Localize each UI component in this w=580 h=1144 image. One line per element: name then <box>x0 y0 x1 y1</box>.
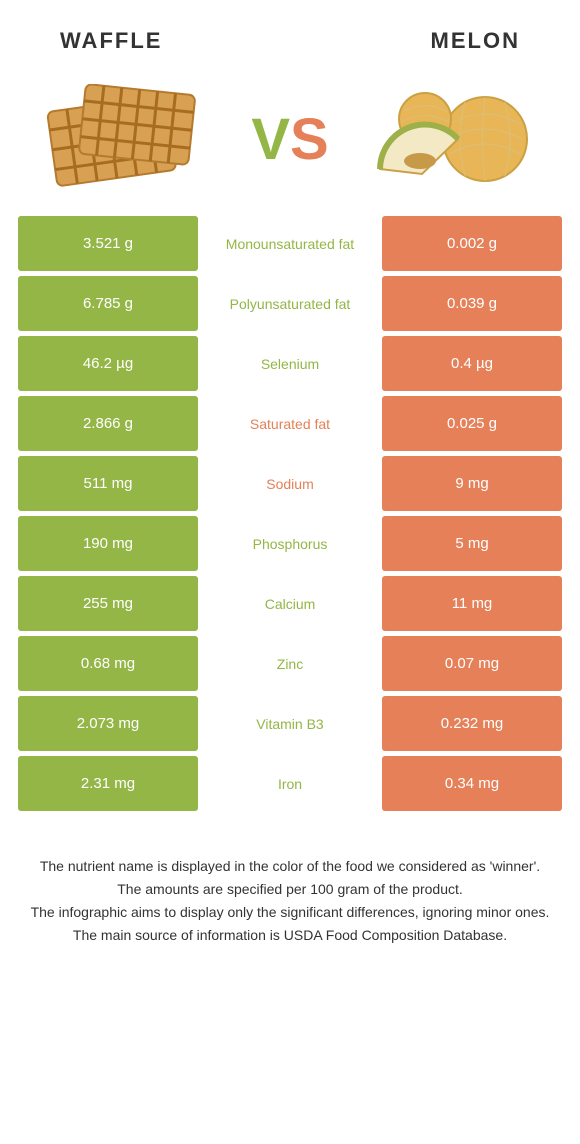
value-right: 0.34 mg <box>382 756 562 811</box>
vs-v: V <box>251 106 290 173</box>
value-right: 0.025 g <box>382 396 562 451</box>
value-left: 511 mg <box>18 456 198 511</box>
nutrient-label: Zinc <box>198 636 382 691</box>
value-right: 5 mg <box>382 516 562 571</box>
table-row: 190 mgPhosphorus5 mg <box>18 516 562 571</box>
comparison-table: 3.521 gMonounsaturated fat0.002 g6.785 g… <box>18 216 562 811</box>
value-left: 2.866 g <box>18 396 198 451</box>
waffle-image <box>40 84 210 194</box>
footer-notes: The nutrient name is displayed in the co… <box>0 816 580 946</box>
images-row: VS <box>0 64 580 216</box>
table-row: 2.866 gSaturated fat0.025 g <box>18 396 562 451</box>
table-row: 0.68 mgZinc0.07 mg <box>18 636 562 691</box>
footer-line-3: The infographic aims to display only the… <box>30 902 550 923</box>
value-left: 0.68 mg <box>18 636 198 691</box>
value-left: 2.31 mg <box>18 756 198 811</box>
nutrient-label: Phosphorus <box>198 516 382 571</box>
header: WAFFLE MELON <box>0 0 580 64</box>
nutrient-label: Monounsaturated fat <box>198 216 382 271</box>
value-right: 0.039 g <box>382 276 562 331</box>
table-row: 511 mgSodium9 mg <box>18 456 562 511</box>
value-left: 190 mg <box>18 516 198 571</box>
nutrient-label: Sodium <box>198 456 382 511</box>
nutrient-label: Vitamin B3 <box>198 696 382 751</box>
value-left: 2.073 mg <box>18 696 198 751</box>
nutrient-label: Calcium <box>198 576 382 631</box>
footer-line-1: The nutrient name is displayed in the co… <box>30 856 550 877</box>
title-left: WAFFLE <box>60 28 162 54</box>
value-left: 255 mg <box>18 576 198 631</box>
value-right: 0.232 mg <box>382 696 562 751</box>
vs-s: S <box>290 106 329 173</box>
nutrient-label: Saturated fat <box>198 396 382 451</box>
footer-line-4: The main source of information is USDA F… <box>30 925 550 946</box>
value-left: 3.521 g <box>18 216 198 271</box>
table-row: 46.2 µgSelenium0.4 µg <box>18 336 562 391</box>
nutrient-label: Polyunsaturated fat <box>198 276 382 331</box>
title-right: MELON <box>431 28 520 54</box>
value-left: 6.785 g <box>18 276 198 331</box>
table-row: 2.073 mgVitamin B30.232 mg <box>18 696 562 751</box>
vs-label: VS <box>251 106 328 173</box>
nutrient-label: Selenium <box>198 336 382 391</box>
table-row: 255 mgCalcium11 mg <box>18 576 562 631</box>
value-left: 46.2 µg <box>18 336 198 391</box>
table-row: 6.785 gPolyunsaturated fat0.039 g <box>18 276 562 331</box>
value-right: 0.07 mg <box>382 636 562 691</box>
value-right: 0.4 µg <box>382 336 562 391</box>
value-right: 9 mg <box>382 456 562 511</box>
value-right: 11 mg <box>382 576 562 631</box>
footer-line-2: The amounts are specified per 100 gram o… <box>30 879 550 900</box>
table-row: 2.31 mgIron0.34 mg <box>18 756 562 811</box>
nutrient-label: Iron <box>198 756 382 811</box>
table-row: 3.521 gMonounsaturated fat0.002 g <box>18 216 562 271</box>
melon-image <box>370 84 540 194</box>
value-right: 0.002 g <box>382 216 562 271</box>
